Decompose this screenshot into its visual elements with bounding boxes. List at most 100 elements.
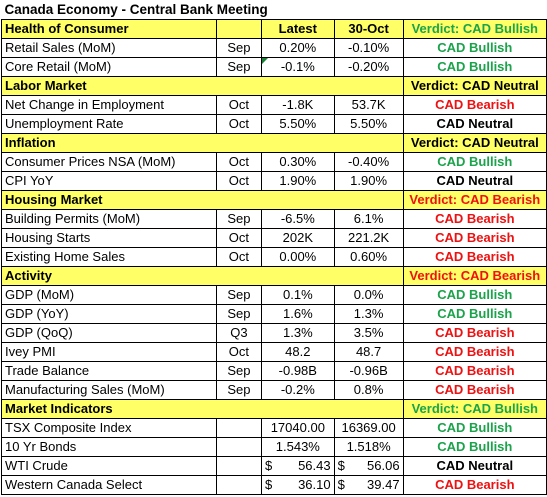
- indicator-previous[interactable]: -0.40%: [333, 152, 404, 172]
- section-verdict-inflation[interactable]: Verdict: CAD Neutral: [402, 133, 547, 153]
- indicator-name[interactable]: Consumer Prices NSA (MoM): [1, 152, 217, 172]
- indicator-period[interactable]: Sep: [215, 361, 263, 381]
- indicator-latest[interactable]: 0.00%: [261, 247, 335, 267]
- indicator-previous[interactable]: 53.7K: [333, 95, 404, 115]
- indicator-period[interactable]: Sep: [215, 57, 263, 77]
- indicator-previous[interactable]: -0.10%: [333, 38, 404, 58]
- indicator-latest[interactable]: -6.5%: [261, 209, 335, 229]
- indicator-verdict[interactable]: CAD Neutral: [402, 114, 547, 134]
- indicator-period[interactable]: Oct: [215, 342, 263, 362]
- indicator-verdict[interactable]: CAD Neutral: [402, 456, 547, 476]
- indicator-previous[interactable]: 3.5%: [333, 323, 404, 343]
- section-title-health-of-consumer[interactable]: Health of Consumer: [1, 19, 217, 39]
- indicator-verdict[interactable]: CAD Bearish: [402, 342, 547, 362]
- indicator-name[interactable]: GDP (QoQ): [1, 323, 217, 343]
- section-title-housing-market[interactable]: Housing Market: [1, 190, 404, 210]
- indicator-name[interactable]: GDP (MoM): [1, 285, 217, 305]
- indicator-period[interactable]: Q3: [215, 323, 263, 343]
- section-verdict-activity[interactable]: Verdict: CAD Bearish: [402, 266, 547, 286]
- section-title-market-indicators[interactable]: Market Indicators: [1, 399, 404, 419]
- indicator-previous[interactable]: -0.96B: [333, 361, 404, 381]
- indicator-latest[interactable]: 1.543%: [261, 437, 335, 457]
- indicator-latest[interactable]: 17040.00: [261, 418, 335, 438]
- indicator-previous[interactable]: $56.06: [333, 456, 404, 476]
- indicator-period[interactable]: [215, 456, 263, 476]
- indicator-latest[interactable]: 0.20%: [261, 38, 335, 58]
- indicator-previous[interactable]: 48.7: [333, 342, 404, 362]
- indicator-verdict[interactable]: CAD Bearish: [402, 361, 547, 381]
- indicator-verdict[interactable]: CAD Bullish: [402, 437, 547, 457]
- indicator-previous[interactable]: 0.60%: [333, 247, 404, 267]
- indicator-verdict[interactable]: CAD Bearish: [402, 228, 547, 248]
- indicator-previous[interactable]: 5.50%: [333, 114, 404, 134]
- indicator-period[interactable]: [215, 437, 263, 457]
- indicator-latest[interactable]: $36.10: [261, 475, 335, 495]
- indicator-name[interactable]: WTI Crude: [1, 456, 217, 476]
- sheet-title[interactable]: Canada Economy - Central Bank Meeting: [4, 2, 268, 17]
- indicator-name[interactable]: Building Permits (MoM): [1, 209, 217, 229]
- indicator-verdict[interactable]: CAD Bullish: [402, 418, 547, 438]
- indicator-latest[interactable]: 1.90%: [261, 171, 335, 191]
- indicator-verdict[interactable]: CAD Bearish: [402, 95, 547, 115]
- indicator-name[interactable]: TSX Composite Index: [1, 418, 217, 438]
- indicator-name[interactable]: Core Retail (MoM): [1, 57, 217, 77]
- indicator-period[interactable]: Sep: [215, 209, 263, 229]
- indicator-name[interactable]: Unemployment Rate: [1, 114, 217, 134]
- indicator-previous[interactable]: 1.90%: [333, 171, 404, 191]
- indicator-latest[interactable]: 1.3%: [261, 323, 335, 343]
- indicator-verdict[interactable]: CAD Bullish: [402, 285, 547, 305]
- section-title-activity[interactable]: Activity: [1, 266, 404, 286]
- indicator-latest[interactable]: 48.2: [261, 342, 335, 362]
- indicator-period[interactable]: [215, 475, 263, 495]
- section-verdict-health-of-consumer[interactable]: Verdict: CAD Bullish: [402, 19, 547, 39]
- indicator-name[interactable]: Manufacturing Sales (MoM): [1, 380, 217, 400]
- indicator-verdict[interactable]: CAD Bullish: [402, 304, 547, 324]
- indicator-verdict[interactable]: CAD Bearish: [402, 323, 547, 343]
- indicator-period[interactable]: Oct: [215, 95, 263, 115]
- indicator-latest[interactable]: 202K: [261, 228, 335, 248]
- indicator-name[interactable]: Ivey PMI: [1, 342, 217, 362]
- indicator-latest[interactable]: 0.30%: [261, 152, 335, 172]
- indicator-latest[interactable]: -0.2%: [261, 380, 335, 400]
- section-title-labor-market[interactable]: Labor Market: [1, 76, 404, 96]
- indicator-previous[interactable]: 16369.00: [333, 418, 404, 438]
- indicator-verdict[interactable]: CAD Bearish: [402, 380, 547, 400]
- indicator-period[interactable]: Sep: [215, 285, 263, 305]
- indicator-previous[interactable]: $39.47: [333, 475, 404, 495]
- indicator-latest[interactable]: -1.8K: [261, 95, 335, 115]
- indicator-name[interactable]: Existing Home Sales: [1, 247, 217, 267]
- indicator-period[interactable]: Sep: [215, 304, 263, 324]
- section-verdict-labor-market[interactable]: Verdict: CAD Neutral: [402, 76, 547, 96]
- indicator-previous[interactable]: -0.20%: [333, 57, 404, 77]
- indicator-name[interactable]: Western Canada Select: [1, 475, 217, 495]
- indicator-previous[interactable]: 0.8%: [333, 380, 404, 400]
- indicator-previous[interactable]: 0.0%: [333, 285, 404, 305]
- header-period-cell[interactable]: [215, 19, 263, 39]
- indicator-verdict[interactable]: CAD Neutral: [402, 171, 547, 191]
- section-verdict-housing-market[interactable]: Verdict: CAD Bearish: [402, 190, 547, 210]
- indicator-period[interactable]: Sep: [215, 38, 263, 58]
- indicator-verdict[interactable]: CAD Bullish: [402, 152, 547, 172]
- indicator-previous[interactable]: 1.3%: [333, 304, 404, 324]
- indicator-latest[interactable]: 5.50%: [261, 114, 335, 134]
- section-title-inflation[interactable]: Inflation: [1, 133, 404, 153]
- indicator-name[interactable]: Housing Starts: [1, 228, 217, 248]
- indicator-name[interactable]: CPI YoY: [1, 171, 217, 191]
- indicator-period[interactable]: Sep: [215, 380, 263, 400]
- indicator-period[interactable]: Oct: [215, 171, 263, 191]
- indicator-period[interactable]: Oct: [215, 152, 263, 172]
- indicator-latest[interactable]: $56.43: [261, 456, 335, 476]
- indicator-name[interactable]: Net Change in Employment: [1, 95, 217, 115]
- indicator-previous[interactable]: 1.518%: [333, 437, 404, 457]
- indicator-latest[interactable]: -0.1%: [261, 57, 335, 77]
- indicator-latest[interactable]: 1.6%: [261, 304, 335, 324]
- indicator-previous[interactable]: 221.2K: [333, 228, 404, 248]
- indicator-name[interactable]: GDP (YoY): [1, 304, 217, 324]
- indicator-previous[interactable]: 6.1%: [333, 209, 404, 229]
- indicator-name[interactable]: Trade Balance: [1, 361, 217, 381]
- indicator-verdict[interactable]: CAD Bearish: [402, 209, 547, 229]
- header-latest[interactable]: Latest: [261, 19, 335, 39]
- indicator-period[interactable]: Oct: [215, 228, 263, 248]
- indicator-latest[interactable]: 0.1%: [261, 285, 335, 305]
- indicator-verdict[interactable]: CAD Bearish: [402, 475, 547, 495]
